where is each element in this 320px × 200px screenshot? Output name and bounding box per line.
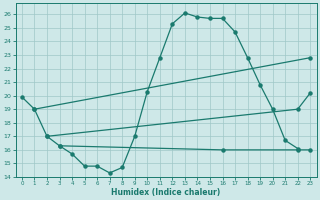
X-axis label: Humidex (Indice chaleur): Humidex (Indice chaleur) [111, 188, 221, 197]
